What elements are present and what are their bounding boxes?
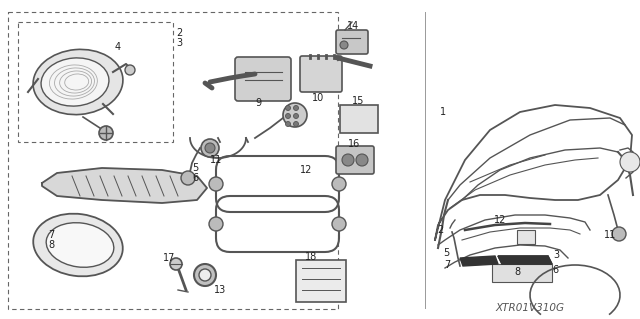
Text: 4: 4 — [115, 42, 121, 52]
Circle shape — [356, 154, 368, 166]
Text: 2: 2 — [176, 28, 182, 38]
Circle shape — [294, 122, 298, 127]
Ellipse shape — [33, 214, 123, 276]
Text: 18: 18 — [305, 252, 317, 262]
Bar — [18, 22, 173, 142]
Bar — [517, 230, 535, 244]
Ellipse shape — [46, 223, 114, 267]
Text: 2: 2 — [437, 225, 443, 235]
Circle shape — [620, 152, 640, 172]
Circle shape — [201, 139, 219, 157]
Circle shape — [170, 258, 182, 270]
Circle shape — [342, 154, 354, 166]
Text: 15: 15 — [352, 96, 364, 106]
Text: 9: 9 — [255, 98, 261, 108]
Circle shape — [209, 217, 223, 231]
Text: 3: 3 — [176, 38, 182, 48]
Circle shape — [285, 106, 291, 110]
Text: 5: 5 — [192, 163, 198, 173]
Text: 13: 13 — [214, 285, 227, 295]
Text: 7: 7 — [48, 230, 54, 240]
Bar — [340, 105, 378, 133]
Ellipse shape — [41, 58, 109, 106]
Circle shape — [181, 171, 195, 185]
Circle shape — [340, 41, 348, 49]
Text: 8: 8 — [514, 267, 520, 277]
Text: XTR01V310G: XTR01V310G — [495, 303, 564, 313]
Circle shape — [283, 103, 307, 127]
Circle shape — [332, 177, 346, 191]
Polygon shape — [498, 256, 552, 264]
Circle shape — [199, 269, 211, 281]
Polygon shape — [42, 168, 207, 203]
FancyBboxPatch shape — [336, 30, 368, 54]
Text: 1: 1 — [440, 107, 446, 117]
Circle shape — [205, 143, 215, 153]
Text: 12: 12 — [494, 215, 506, 225]
Polygon shape — [460, 256, 498, 266]
Circle shape — [285, 114, 291, 118]
Text: 14: 14 — [347, 21, 359, 31]
Text: 11: 11 — [604, 230, 616, 240]
Circle shape — [294, 114, 298, 118]
Circle shape — [194, 264, 216, 286]
Polygon shape — [498, 256, 552, 264]
Bar — [296, 260, 346, 302]
Text: 12: 12 — [300, 165, 312, 175]
Bar — [492, 264, 552, 282]
Text: 5: 5 — [443, 248, 449, 258]
Circle shape — [125, 65, 135, 75]
Circle shape — [294, 106, 298, 110]
Text: 17: 17 — [163, 253, 175, 263]
Text: 6: 6 — [192, 173, 198, 183]
Circle shape — [332, 217, 346, 231]
Ellipse shape — [33, 49, 123, 115]
Circle shape — [99, 126, 113, 140]
Text: 6: 6 — [552, 265, 558, 275]
Bar — [8, 12, 338, 309]
Text: 16: 16 — [348, 139, 360, 149]
Text: 3: 3 — [553, 250, 559, 260]
Text: 10: 10 — [312, 93, 324, 103]
FancyBboxPatch shape — [235, 57, 291, 101]
Circle shape — [612, 227, 626, 241]
Text: 7: 7 — [444, 260, 450, 270]
Circle shape — [285, 122, 291, 127]
FancyBboxPatch shape — [336, 146, 374, 174]
Text: 11: 11 — [210, 155, 222, 165]
Circle shape — [209, 177, 223, 191]
Text: 8: 8 — [48, 240, 54, 250]
FancyBboxPatch shape — [300, 56, 342, 92]
